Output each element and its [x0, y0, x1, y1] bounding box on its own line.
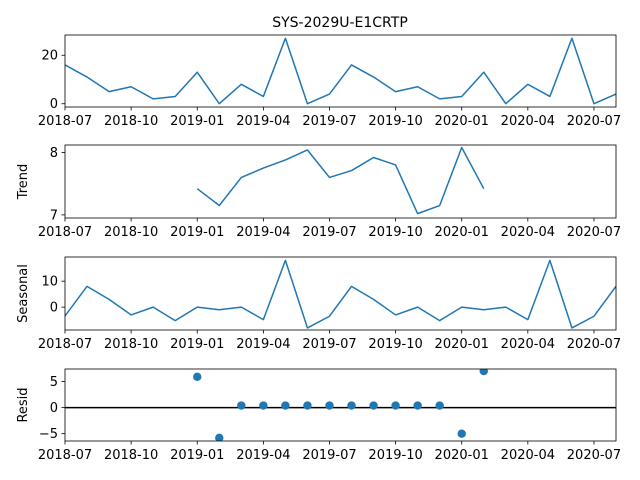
- resid-point: [347, 401, 356, 410]
- series-line-observed: [65, 37, 616, 105]
- x-tick-label: 2019-10: [368, 337, 422, 352]
- x-tick-label: 2020-01: [435, 114, 489, 129]
- x-tick-label: 2019-07: [302, 114, 356, 129]
- x-tick-label: 2019-01: [170, 225, 224, 240]
- panel-seasonal: 0 10 Seasonal 2018-07 2018-10 2019-01 2019-04 2…: [16, 256, 621, 352]
- x-tick-label: 2020-01: [435, 225, 489, 240]
- resid-point: [435, 401, 444, 410]
- x-tick-label: 2019-04: [236, 225, 290, 240]
- series-line-trend: [196, 146, 485, 215]
- resid-point: [369, 401, 378, 410]
- x-tick-label: 2018-07: [38, 448, 92, 463]
- panel-trend-data: [196, 146, 485, 215]
- x-tick-label: 2018-07: [38, 337, 92, 352]
- x-tick-label: 2019-04: [236, 114, 290, 129]
- panel-frame: [64, 256, 617, 331]
- y-axis-label: Resid: [16, 387, 31, 422]
- x-tick-label: 2018-07: [38, 225, 92, 240]
- x-tick-label: 2018-07: [38, 114, 92, 129]
- x-tick-label: 2019-01: [170, 114, 224, 129]
- y-tick-label: 0: [50, 97, 58, 112]
- series-line-seasonal: [65, 259, 616, 329]
- x-tick-label: 2019-01: [170, 448, 224, 463]
- resid-point: [479, 369, 488, 376]
- panel-observed-data: [65, 37, 616, 105]
- panel-observed: 0 20 2018-07 2018-10 2019-01 2019-04 2019-07 20…: [38, 34, 621, 129]
- resid-point: [237, 401, 246, 410]
- x-tick-label: 2019-10: [368, 114, 422, 129]
- y-tick-label: 10: [41, 275, 58, 290]
- resid-point: [259, 401, 268, 410]
- x-tick-label: 2019-10: [368, 448, 422, 463]
- panel-seasonal-data: [65, 259, 616, 329]
- resid-point: [281, 401, 290, 410]
- chart-title: SYS-2029U-E1CRTP: [272, 15, 408, 31]
- panel-resid: −5 0 5 Resid 2018-07 2018-10 2019-01 2019-04 201…: [16, 368, 621, 463]
- y-tick-label: 7: [50, 208, 58, 223]
- panel-frame: [64, 144, 617, 219]
- resid-point: [303, 401, 312, 410]
- x-tick-label: 2020-01: [435, 337, 489, 352]
- panel-trend: 7 8 Trend 2018-07 2018-10 2019-01 2019-04 2019-…: [16, 144, 621, 240]
- x-tick-label: 2020-04: [501, 225, 555, 240]
- x-tick-label: 2018-10: [104, 225, 158, 240]
- x-tick-label: 2020-07: [567, 448, 621, 463]
- y-tick-label: −5: [39, 427, 58, 442]
- x-tick-label: 2019-01: [170, 337, 224, 352]
- x-tick-label: 2019-07: [302, 448, 356, 463]
- x-tick-label: 2018-10: [104, 448, 158, 463]
- x-tick-label: 2020-07: [567, 225, 621, 240]
- resid-point: [325, 401, 334, 410]
- x-tick-label: 2020-01: [435, 448, 489, 463]
- x-tick-label: 2019-10: [368, 225, 422, 240]
- y-tick-label: 0: [50, 401, 58, 416]
- panels: 0 20 2018-07 2018-10 2019-01 2019-04 2019-07 20…: [16, 34, 621, 463]
- y-axis-label: Seasonal: [16, 264, 31, 323]
- x-tick-label: 2018-10: [104, 337, 158, 352]
- x-tick-label: 2019-07: [302, 225, 356, 240]
- resid-point: [193, 372, 202, 382]
- x-tick-label: 2019-04: [236, 448, 290, 463]
- x-tick-label: 2020-04: [501, 448, 555, 463]
- resid-point: [457, 429, 466, 438]
- resid-point: [413, 401, 422, 410]
- x-tick-label: 2020-04: [501, 114, 555, 129]
- x-tick-label: 2018-10: [104, 114, 158, 129]
- panel-frame: [64, 34, 617, 108]
- y-tick-label: 20: [41, 49, 58, 64]
- x-tick-label: 2020-04: [501, 337, 555, 352]
- panel-frame: [64, 368, 617, 442]
- resid-point: [215, 433, 224, 441]
- y-axis-label: Trend: [16, 164, 31, 201]
- y-tick-label: 5: [50, 375, 58, 390]
- x-tick-label: 2019-04: [236, 337, 290, 352]
- y-tick-label: 8: [50, 146, 58, 161]
- x-tick-label: 2019-07: [302, 337, 356, 352]
- x-tick-label: 2020-07: [567, 337, 621, 352]
- panel-resid-data: [65, 369, 616, 441]
- y-tick-label: 0: [50, 301, 58, 316]
- resid-point: [391, 401, 400, 410]
- x-tick-label: 2020-07: [567, 114, 621, 129]
